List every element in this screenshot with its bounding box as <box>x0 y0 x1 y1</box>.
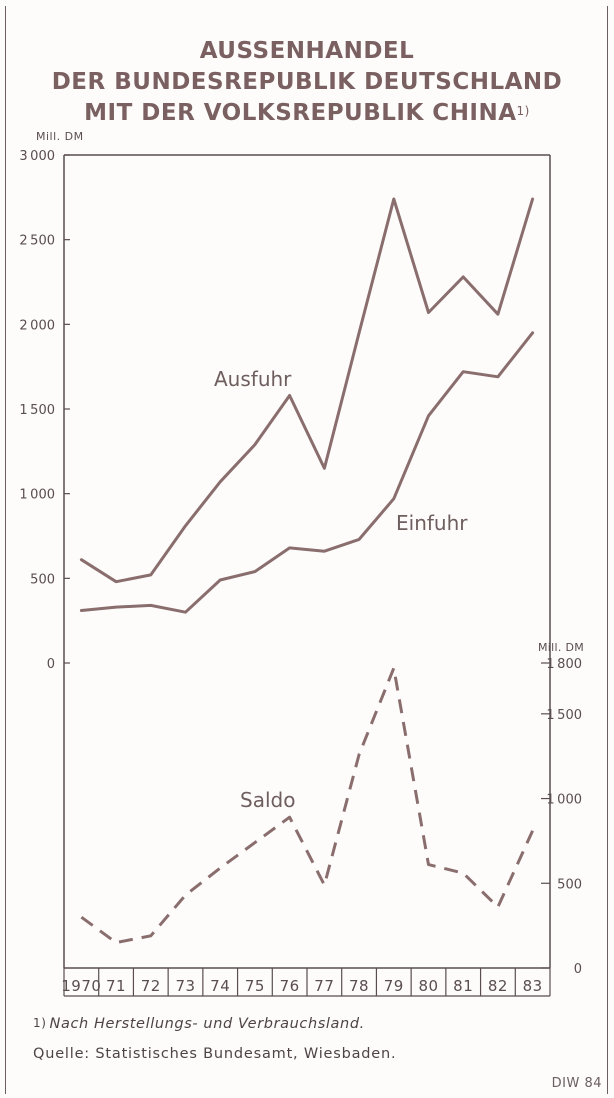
y-tick-label-left: 500 <box>30 572 55 587</box>
y-axis-unit-left: Mill. DM <box>36 130 84 143</box>
series-label-ausfuhr: Ausfuhr <box>214 367 292 391</box>
x-tick-label: 80 <box>418 977 438 995</box>
chart-title: AUSSENHANDEL DER BUNDESREPUBLIK DEUTSCHL… <box>0 36 614 129</box>
series-line-einfuhr <box>79 331 535 614</box>
y-tick-label-right: 1 800 <box>546 657 582 672</box>
x-tick-label: 75 <box>245 977 265 995</box>
series-line-ausfuhr <box>79 197 535 584</box>
series-label-einfuhr: Einfuhr <box>396 511 468 535</box>
footnote-text: Nach Herstellungs- und Verbrauchsland. <box>49 1016 365 1032</box>
series-label-saldo: Saldo <box>240 788 295 812</box>
x-tick-label: 74 <box>210 977 230 995</box>
x-tick-label: 83 <box>523 977 543 995</box>
footnote-mark: 1) <box>33 1016 47 1030</box>
title-footnote-mark: 1) <box>516 104 530 118</box>
y-tick-label-left: 2 000 <box>19 318 55 333</box>
x-tick-label: 81 <box>453 977 473 995</box>
y-tick-label-right: 0 <box>574 962 582 977</box>
x-tick-label: 73 <box>175 977 195 995</box>
y-tick-label-left: 0 <box>47 657 55 672</box>
y-tick-label-left: 1 000 <box>19 488 55 503</box>
x-tick-label: 72 <box>141 977 161 995</box>
x-tick-label: 82 <box>488 977 508 995</box>
x-tick-label: 71 <box>106 977 126 995</box>
chart-frame <box>5 6 608 1094</box>
title-line-1: AUSSENHANDEL <box>199 38 415 64</box>
credit-label: DIW 84 <box>551 1076 602 1091</box>
y-tick-label-left: 2 500 <box>19 234 55 249</box>
y-axis-unit-right: Mill. DM <box>538 641 584 654</box>
x-tick-label: 77 <box>314 977 334 995</box>
x-tick-label: 79 <box>384 977 404 995</box>
series-line-saldo <box>80 666 534 945</box>
title-line-3: MIT DER VOLKSREPUBLIK CHINA1) <box>84 100 530 126</box>
y-tick-label-left: 1 500 <box>19 403 55 418</box>
x-tick-label: 78 <box>349 977 369 995</box>
footnote: 1) Nach Herstellungs- und Verbrauchsland. <box>33 1016 365 1032</box>
x-tick-label: 1970 <box>61 977 101 995</box>
y-tick-label-left: 3 000 <box>19 149 55 164</box>
source-note: Quelle: Statistisches Bundesamt, Wiesbad… <box>33 1046 397 1062</box>
y-tick-label-right: 1 500 <box>546 708 582 723</box>
y-tick-label-right: 1 000 <box>546 793 582 808</box>
y-tick-label-right: 500 <box>557 877 582 892</box>
x-tick-label: 76 <box>280 977 300 995</box>
title-line-2: DER BUNDESREPUBLIK DEUTSCHLAND <box>51 69 563 95</box>
